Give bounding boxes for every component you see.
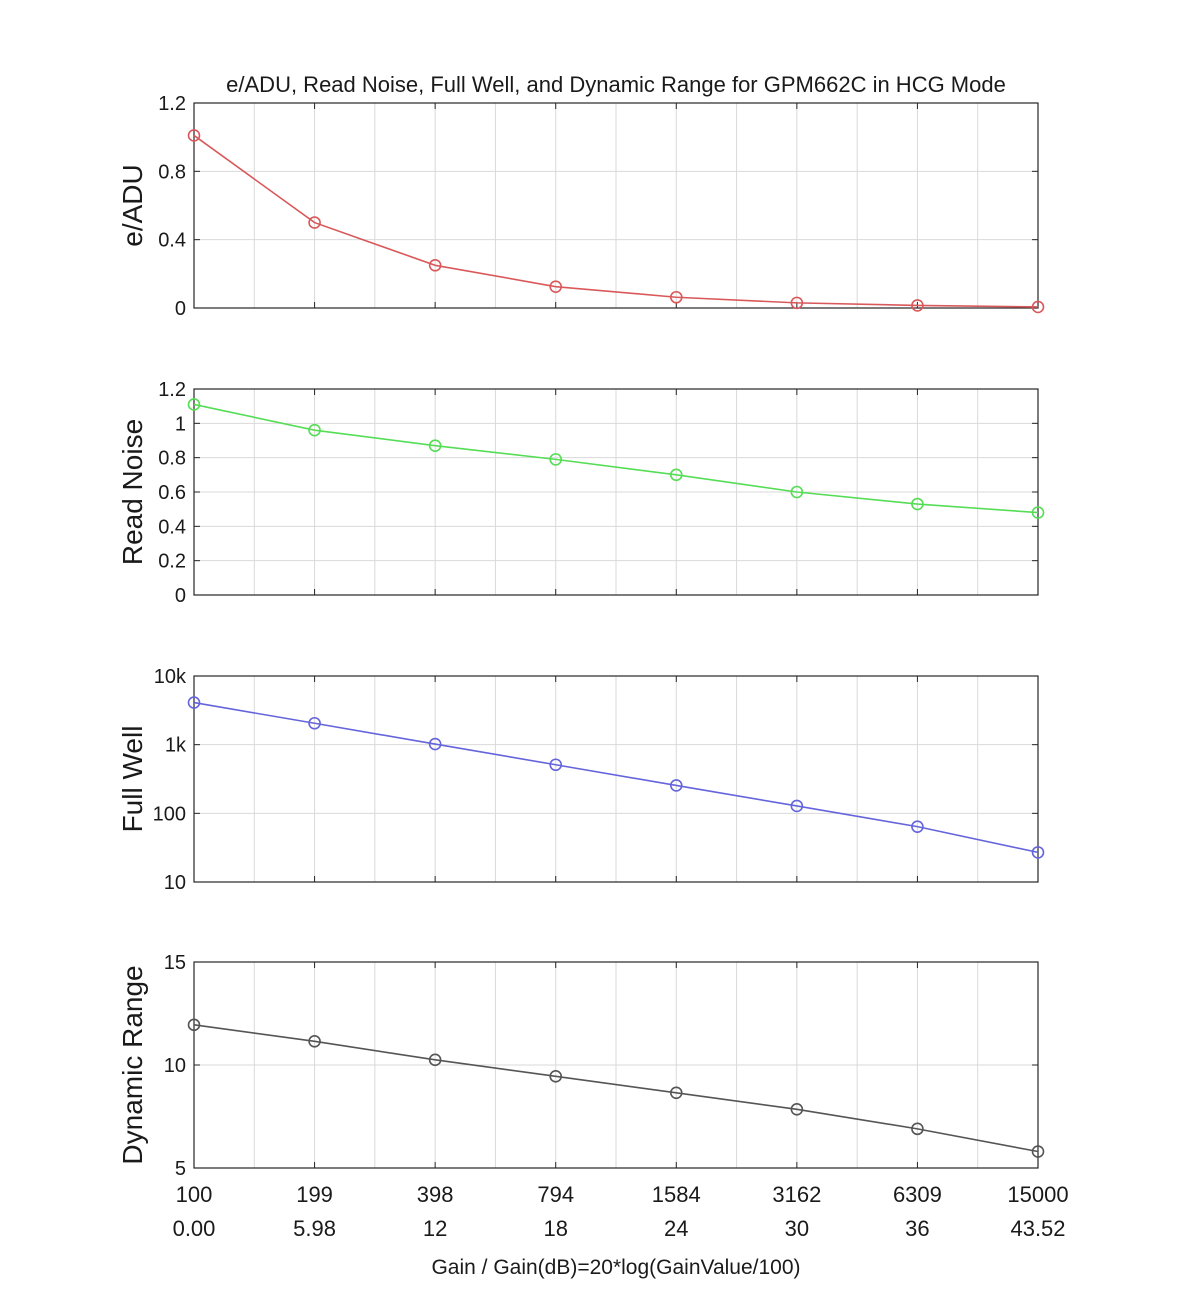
chart-title: e/ADU, Read Noise, Full Well, and Dynami…: [226, 72, 1006, 97]
data-point: [790, 485, 804, 499]
panel-3: 10 100 1k 10k Full Well: [117, 666, 1045, 894]
chart-panels: 0 0.4 0.8 1.2 e/ADU 0 0.2 0.4 0.6 0.8 1 1.2 Read Noi…: [117, 93, 1045, 1180]
data-point: [790, 799, 804, 813]
panel-4: 5 10 15 Dynamic Range: [117, 952, 1045, 1180]
x-tick-label-db: 0.00: [173, 1216, 216, 1241]
data-point: [669, 290, 683, 304]
x-tick-label-gain: 199: [296, 1182, 333, 1207]
x-tick-label-gain: 6309: [893, 1182, 942, 1207]
y-axis-label: Dynamic Range: [117, 965, 148, 1164]
data-point: [790, 296, 804, 310]
x-tick-label-db: 43.52: [1010, 1216, 1065, 1241]
data-point: [911, 299, 924, 312]
y-tick-label: 1.2: [158, 93, 186, 115]
data-point: [308, 423, 321, 437]
x-axis-label: Gain / Gain(dB)=20*log(GainValue/100): [431, 1256, 800, 1279]
x-tick-label-db: 5.98: [293, 1216, 336, 1241]
x-axis: 100 0.00 199 5.98 398 12 794 18 1584 24 3162 30 6309…: [173, 1182, 1069, 1241]
data-point: [549, 280, 563, 293]
data-point: [790, 1102, 804, 1116]
data-point: [428, 737, 442, 751]
panel-1: 0 0.4 0.8 1.2 e/ADU: [117, 93, 1045, 320]
data-point: [549, 453, 563, 466]
data-point: [428, 439, 442, 452]
data-point: [187, 1018, 201, 1032]
series-line: [193, 403, 1039, 514]
data-point: [187, 129, 201, 142]
data-point: [911, 1122, 924, 1136]
data-point: [669, 468, 683, 482]
series-line: [193, 134, 1039, 308]
data-point: [1031, 300, 1045, 314]
y-tick-label: 10k: [154, 666, 187, 688]
y-tick-label: 10: [164, 1055, 186, 1077]
x-tick-label-gain: 15000: [1007, 1182, 1068, 1207]
y-tick-label: 0.2: [158, 551, 186, 573]
data-point: [669, 779, 683, 792]
x-tick-label-db: 18: [543, 1216, 567, 1241]
y-tick-label: 0.4: [158, 516, 186, 538]
series-line: [193, 701, 1039, 854]
x-tick-label-gain: 100: [176, 1182, 213, 1207]
axes-box: [193, 102, 1039, 309]
y-axis-label: Full Well: [117, 726, 148, 833]
y-tick-label: 5: [175, 1158, 186, 1180]
y-tick-label: 0.6: [158, 482, 186, 504]
x-tick-label-db: 30: [785, 1216, 809, 1241]
x-tick-label-db: 36: [905, 1216, 929, 1241]
axes-box: [193, 961, 1039, 1169]
data-point: [308, 1035, 321, 1048]
data-point: [1031, 846, 1045, 859]
y-tick-label: 1.2: [158, 379, 186, 401]
axes-box: [193, 675, 1039, 883]
data-point: [428, 1053, 442, 1067]
y-tick-label: 0.8: [158, 161, 186, 183]
data-point: [1031, 506, 1045, 519]
panel-2: 0 0.2 0.4 0.6 0.8 1 1.2 Read Noise: [117, 379, 1045, 607]
data-point: [428, 258, 442, 272]
y-tick-label: 0.4: [158, 230, 186, 252]
x-tick-label-gain: 3162: [772, 1182, 821, 1207]
data-point: [1031, 1145, 1045, 1158]
data-point: [549, 758, 563, 772]
y-axis-label: e/ADU: [117, 164, 148, 246]
y-tick-label: 0.8: [158, 448, 186, 470]
data-point: [549, 1070, 563, 1083]
y-tick-label: 100: [153, 803, 186, 825]
data-point: [911, 820, 924, 833]
x-tick-label-db: 12: [423, 1216, 447, 1241]
y-tick-label: 10: [164, 872, 186, 894]
y-tick-label: 1: [175, 413, 186, 435]
x-tick-label-db: 24: [664, 1216, 688, 1241]
y-tick-label: 0: [175, 298, 186, 320]
y-tick-label: 1k: [165, 735, 187, 757]
data-point: [911, 497, 924, 511]
x-tick-label-gain: 1584: [652, 1182, 701, 1207]
data-point: [187, 696, 201, 709]
axes-box: [193, 388, 1039, 596]
x-tick-label-gain: 398: [417, 1182, 454, 1207]
data-point: [308, 716, 321, 730]
data-point: [187, 398, 201, 411]
y-tick-label: 15: [164, 952, 186, 974]
x-tick-label-gain: 794: [537, 1182, 574, 1207]
y-tick-label: 0: [175, 585, 186, 607]
data-point: [669, 1086, 683, 1100]
data-point: [308, 216, 321, 229]
y-axis-label: Read Noise: [117, 419, 148, 565]
series-line: [193, 1024, 1039, 1153]
